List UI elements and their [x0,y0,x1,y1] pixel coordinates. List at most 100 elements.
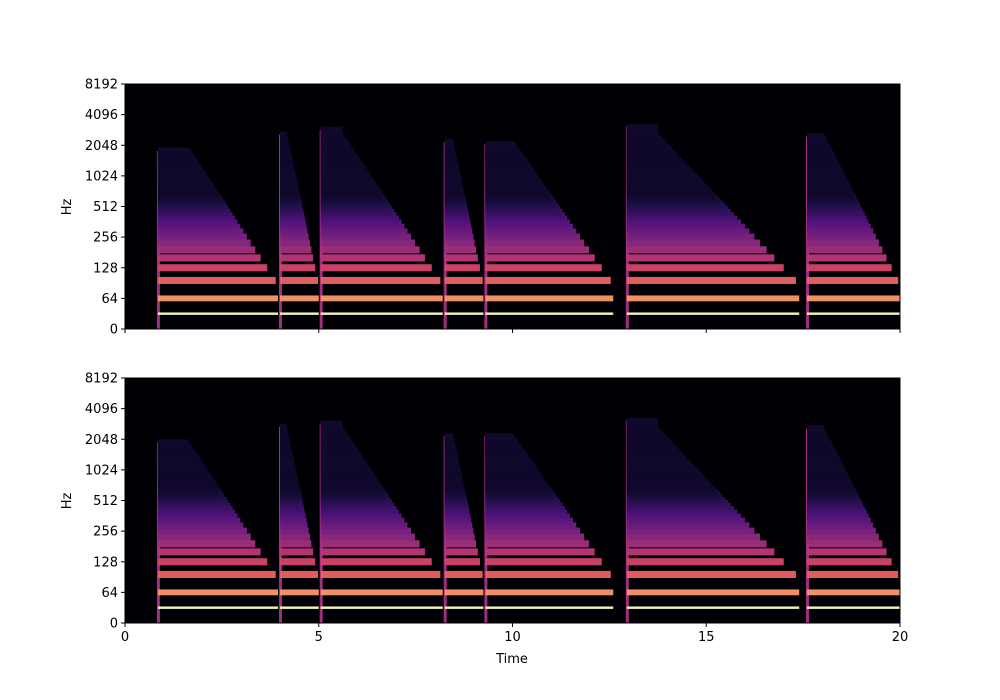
harmonic-band [807,228,874,236]
harmonic-band [280,276,318,285]
note-segment [319,420,443,623]
harmonic-band [157,228,244,236]
harmonic-band [485,540,590,548]
harmonic-band [280,295,319,302]
harmonic-band [280,219,306,227]
note-segment [625,123,800,330]
harmonic-band [320,276,441,285]
harmonic-band [807,522,874,530]
harmonic-band [320,606,443,609]
harmonic-band [807,219,869,227]
harmonic-band [157,548,261,556]
harmonic-band [485,223,574,231]
y-tick-label: 2048 [85,433,118,448]
harmonic-band [280,570,318,579]
harmonic-band [444,233,474,241]
note-segment [156,439,279,623]
harmonic-band [320,513,402,521]
harmonic-band [444,558,480,566]
harmonic-band [626,606,800,609]
harmonic-band [320,589,443,596]
harmonic-band [444,312,484,315]
harmonic-band [157,522,244,530]
harmonic-band [444,239,475,247]
note-segment [279,131,319,329]
harmonic-band [444,522,473,530]
harmonic-band [485,513,571,521]
harmonic-band [444,589,484,596]
harmonic-band [280,246,312,254]
harmonic-band [485,606,614,609]
harmonic-band [280,312,319,315]
spectrogram-top: 0 64 128 256 512 1024 2048 4096 8192 Hz [60,78,901,338]
note-segment [443,433,484,623]
harmonic-band [444,513,471,521]
harmonic-band [626,533,761,541]
note-segment [484,141,614,329]
harmonic-band [280,233,309,241]
note-segment [279,423,319,623]
harmonic-band [626,558,784,566]
harmonic-band [157,295,279,302]
harmonic-band [444,246,477,254]
harmonic-band [157,517,241,525]
harmonic-band [157,558,268,566]
harmonic-band [157,246,256,254]
harmonic-band [626,246,767,254]
harmonic-band [157,439,188,447]
x-ticks-bottom: 0 5 10 15 20 [121,623,908,645]
harmonic-band [280,223,307,231]
y-tick-label: 4096 [85,108,118,123]
x-tick-label: 15 [698,630,715,645]
y-axis-label-bottom: Hz [60,493,75,510]
notes-bottom [156,417,900,623]
harmonic-band [280,264,316,272]
harmonic-band [807,276,899,285]
harmonic-band [807,425,824,433]
harmonic-band [444,254,478,262]
harmonic-band [444,527,474,535]
harmonic-band [280,131,287,139]
harmonic-band [157,239,251,247]
harmonic-band [485,228,577,236]
note-segment [806,425,900,623]
harmonic-band [807,558,892,566]
harmonic-band [485,548,595,556]
harmonic-band [320,254,426,262]
harmonic-band [807,295,900,302]
harmonic-band [626,254,775,262]
harmonic-band [807,570,899,579]
harmonic-band [157,264,268,272]
harmonic-band [807,517,871,525]
harmonic-band [320,420,343,428]
spectrogram-bottom: 0 64 128 256 512 1024 2048 4096 8192 0 5 10 15 20 Hz… [60,372,908,668]
y-tick-label: 8192 [85,372,118,387]
harmonic-band [807,132,824,141]
harmonic-band [485,533,585,541]
harmonic-band [280,606,319,609]
y-axis-label-top: Hz [60,199,75,216]
harmonic-band [626,548,775,556]
note-segment [484,433,614,623]
harmonic-band [807,606,900,609]
harmonic-band [157,527,247,535]
harmonic-band [485,570,611,579]
harmonic-band [807,246,883,254]
harmonic-band [626,295,800,302]
y-tick-label: 512 [93,200,118,215]
harmonic-band [280,228,308,236]
harmonic-band [485,141,515,149]
harmonic-band [626,312,800,315]
harmonic-band [807,223,871,231]
harmonic-band [157,533,251,541]
harmonic-band [485,254,595,262]
harmonic-band [320,312,443,315]
harmonic-band [807,540,883,548]
harmonic-band [320,558,432,566]
harmonic-band [807,233,876,241]
harmonic-band [320,548,426,556]
note-segment [806,132,900,329]
harmonic-band [280,513,306,521]
note-segment [625,417,800,623]
